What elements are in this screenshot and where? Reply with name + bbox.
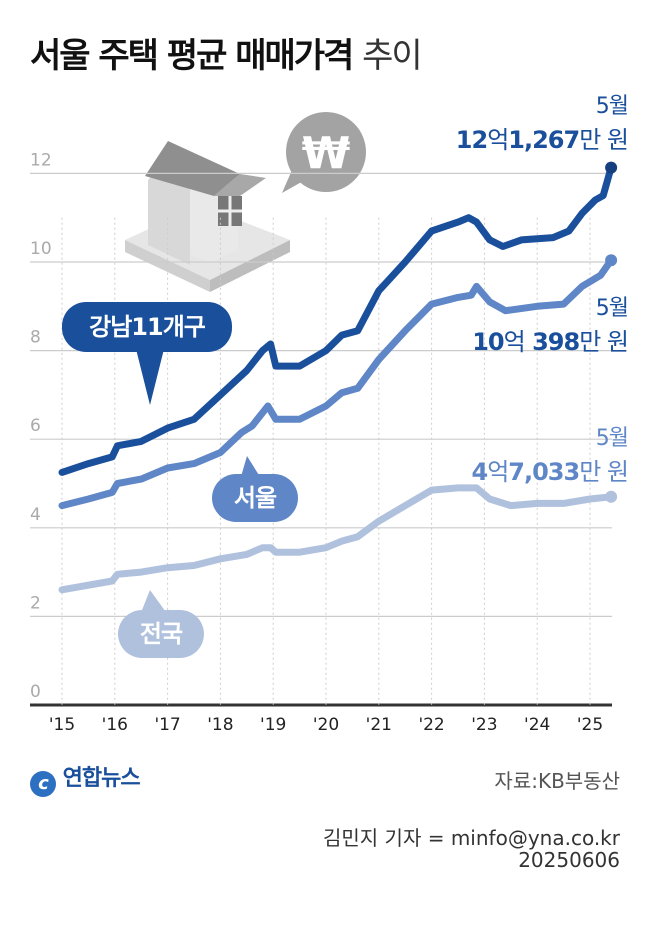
x-tick-label: '25 xyxy=(577,715,603,735)
series-line-national xyxy=(58,484,615,594)
house-illustration xyxy=(125,141,290,292)
x-tick-label: '17 xyxy=(154,715,180,735)
logo: c 연합뉴스 xyxy=(30,760,141,797)
y-tick-label: 8 xyxy=(30,328,41,348)
end-point-seoul xyxy=(605,254,618,267)
x-tick-label: '24 xyxy=(524,715,550,735)
x-tick-label: '19 xyxy=(260,715,286,735)
label-seoul: 서울 xyxy=(212,474,298,522)
series-line-seoul xyxy=(58,256,615,510)
series-line-gangnam xyxy=(58,164,615,476)
label-national: 전국 xyxy=(118,610,204,658)
end-label-national: 5월 4억7,033만 원 xyxy=(471,426,629,486)
x-tick-label: '15 xyxy=(49,715,75,735)
end-label-seoul: 5월 10억 398만 원 xyxy=(472,296,629,356)
page-title: 서울 주택 평균 매매가격 추이 xyxy=(30,36,423,76)
y-tick-label: 2 xyxy=(30,593,41,613)
byline: 김민지 기자 = minfo@yna.co.kr xyxy=(323,826,620,850)
y-tick-label: 0 xyxy=(30,682,41,702)
label-gangnam: 강남11개구 xyxy=(62,302,232,352)
source: 자료:KB부동산 xyxy=(494,769,620,793)
logo-icon: c xyxy=(30,771,56,797)
x-tick-label: '18 xyxy=(207,715,233,735)
y-tick-label: 10 xyxy=(30,239,52,259)
y-tick-label: 4 xyxy=(30,505,41,525)
y-tick-label: 6 xyxy=(30,416,41,436)
y-tick-label: 12 xyxy=(30,150,52,170)
date: 20250606 xyxy=(518,848,620,872)
x-tick-label: '16 xyxy=(102,715,128,735)
bubble-tail-gangnam xyxy=(135,345,165,405)
x-tick-label: '21 xyxy=(366,715,392,735)
x-tick-label: '23 xyxy=(471,715,497,735)
svg-text:₩: ₩ xyxy=(302,128,351,179)
end-point-national xyxy=(605,490,618,503)
won-bubble-icon: ₩ xyxy=(282,112,366,193)
bubble-tail-national xyxy=(140,590,168,615)
end-label-gangnam: 5월 12억1,267만 원 xyxy=(455,94,629,154)
x-tick-label: '22 xyxy=(418,715,444,735)
line-chart: ₩ 0 2 4 6 8 10 12 '15 '16 '17 '18 '19 '20 '21 '22 '23 '2… xyxy=(30,112,618,735)
end-point-gangnam xyxy=(605,161,618,174)
x-tick-label: '20 xyxy=(313,715,339,735)
